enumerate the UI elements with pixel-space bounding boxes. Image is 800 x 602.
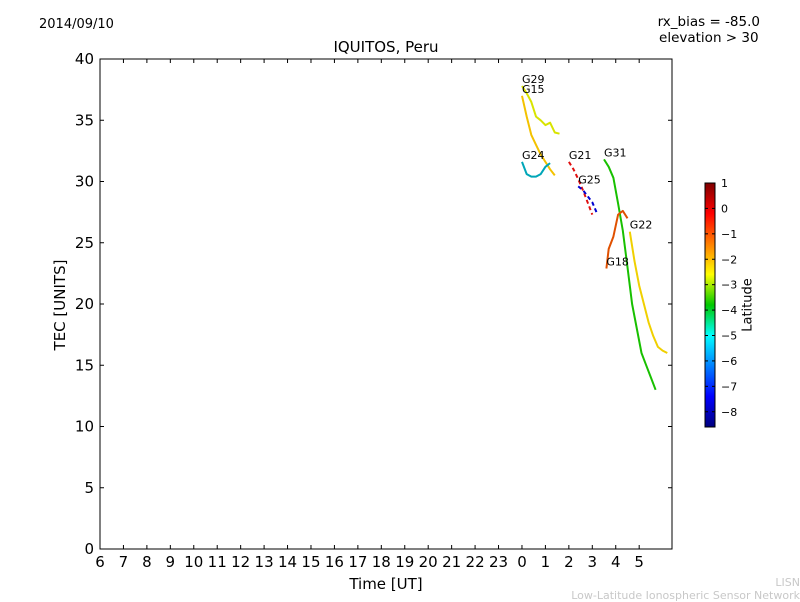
label-g22: G22 bbox=[630, 219, 653, 232]
trace-g25 bbox=[577, 185, 598, 214]
trace-g21 bbox=[568, 161, 594, 215]
y-axis-ticks: 0 5 10 15 20 25 30 35 40 bbox=[75, 50, 672, 558]
label-g15: G15 bbox=[522, 83, 545, 96]
x-tick-label: 21 bbox=[442, 553, 461, 571]
x-tick-label: 7 bbox=[119, 553, 129, 571]
y-tick-label: 15 bbox=[75, 356, 94, 374]
x-tick-label: 5 bbox=[634, 553, 644, 571]
x-tick-label: 6 bbox=[95, 553, 105, 571]
x-tick-label: 15 bbox=[301, 553, 320, 571]
colorbar bbox=[704, 182, 716, 428]
rx-bias-label: rx_bias = -85.0 bbox=[657, 14, 760, 30]
x-tick-label: 20 bbox=[419, 553, 438, 571]
colorbar-ticks: 1 0 −1 −2 −3 −4 −5 −6 −7 −8 bbox=[705, 177, 737, 419]
label-g21: G21 bbox=[569, 149, 592, 162]
trace-g24 bbox=[521, 161, 551, 178]
x-tick-label: 1 bbox=[541, 553, 551, 571]
x-tick-label: 11 bbox=[208, 553, 227, 571]
y-tick-label: 30 bbox=[75, 173, 94, 191]
colorbar-tick-label: −3 bbox=[721, 279, 737, 292]
x-tick-label: 23 bbox=[489, 553, 508, 571]
label-g29: G29 bbox=[522, 73, 545, 86]
chart-title: IQUITOS, Peru bbox=[333, 38, 439, 56]
x-axis-label: Time [UT] bbox=[349, 575, 423, 593]
elevation-label: elevation > 30 bbox=[659, 30, 759, 46]
x-tick-label: 13 bbox=[255, 553, 274, 571]
colorbar-tick-label: −2 bbox=[721, 253, 737, 266]
y-tick-label: 35 bbox=[75, 111, 94, 129]
x-tick-label: 17 bbox=[348, 553, 367, 571]
colorbar-tick-label: −7 bbox=[721, 380, 737, 393]
y-tick-label: 20 bbox=[75, 295, 94, 313]
colorbar-tick-label: 0 bbox=[721, 202, 728, 215]
colorbar-tick-label: −4 bbox=[721, 304, 737, 317]
colorbar-tick-label: −5 bbox=[721, 330, 737, 343]
credit-block: LISN Low-Latitude Ionospheric Sensor Net… bbox=[571, 576, 800, 602]
colorbar-tick-label: −6 bbox=[721, 355, 737, 368]
label-g25: G25 bbox=[578, 173, 601, 186]
label-g18: G18 bbox=[606, 255, 629, 268]
x-tick-label: 10 bbox=[184, 553, 203, 571]
label-g24: G24 bbox=[522, 149, 545, 162]
trace-g22 bbox=[628, 231, 668, 354]
x-tick-label: 2 bbox=[564, 553, 574, 571]
y-tick-label: 40 bbox=[75, 50, 94, 68]
x-tick-label: 0 bbox=[517, 553, 527, 571]
colorbar-tick-label: −8 bbox=[721, 406, 737, 419]
y-tick-label: 5 bbox=[84, 479, 94, 497]
label-g31: G31 bbox=[604, 146, 627, 159]
y-tick-label: 25 bbox=[75, 234, 94, 252]
x-tick-label: 3 bbox=[588, 553, 598, 571]
x-tick-label: 12 bbox=[231, 553, 250, 571]
satellite-traces bbox=[521, 85, 668, 391]
trace-g29 bbox=[521, 85, 560, 135]
trace-g15 bbox=[521, 95, 556, 177]
credit-short: LISN bbox=[775, 576, 800, 589]
x-tick-label: 4 bbox=[611, 553, 621, 571]
x-tick-label: 22 bbox=[466, 553, 485, 571]
x-tick-label: 19 bbox=[395, 553, 414, 571]
trace-g31 bbox=[603, 158, 657, 391]
y-tick-label: 0 bbox=[84, 540, 94, 558]
plot-area bbox=[99, 58, 673, 550]
y-tick-label: 10 bbox=[75, 418, 94, 436]
x-tick-label: 9 bbox=[166, 553, 176, 571]
parameters-block: rx_bias = -85.0 elevation > 30 bbox=[658, 14, 760, 46]
trace-g18 bbox=[605, 209, 629, 269]
x-tick-label: 14 bbox=[278, 553, 297, 571]
colorbar-tick-label: −1 bbox=[721, 228, 737, 241]
colorbar-tick-label: 1 bbox=[721, 177, 728, 190]
date-label: 2014/09/10 bbox=[39, 17, 114, 32]
x-tick-label: 8 bbox=[142, 553, 152, 571]
x-axis-ticks: 6 7 8 9 10 11 12 13 14 15 16 17 18 19 20 21 22 23 0 1 2 3 4 5 bbox=[95, 59, 644, 571]
credit-long: Low-Latitude Ionospheric Sensor Network bbox=[571, 589, 800, 602]
x-tick-label: 18 bbox=[372, 553, 391, 571]
x-tick-label: 16 bbox=[325, 553, 344, 571]
